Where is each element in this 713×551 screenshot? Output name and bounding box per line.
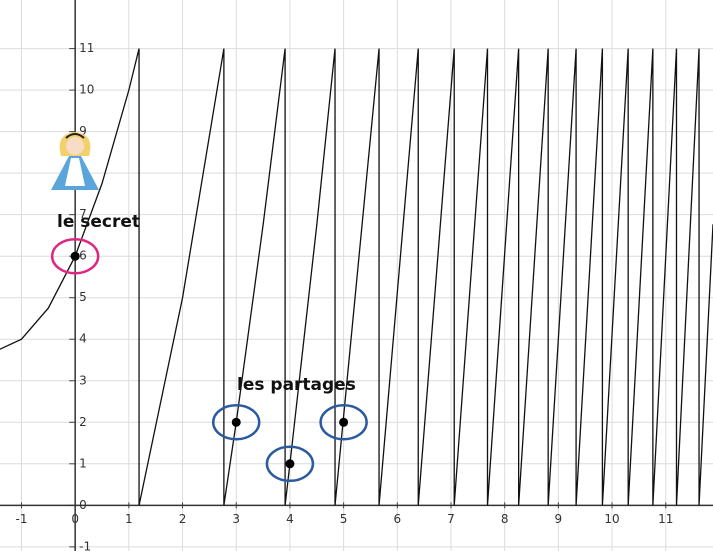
point xyxy=(339,418,348,427)
x-tick-label: 3 xyxy=(232,512,240,526)
point xyxy=(285,459,294,468)
y-tick-label: 10 xyxy=(79,83,94,97)
y-tick-label: 11 xyxy=(79,41,94,55)
y-tick-label: 4 xyxy=(79,332,87,346)
x-tick-label: 2 xyxy=(179,512,187,526)
y-tick-label: 2 xyxy=(79,415,87,429)
x-tick-label: 8 xyxy=(501,512,509,526)
x-tick-label: 9 xyxy=(555,512,563,526)
x-tick-label: 7 xyxy=(447,512,455,526)
x-tick-label: -1 xyxy=(15,512,27,526)
y-tick-label: -1 xyxy=(79,539,91,551)
point xyxy=(232,418,241,427)
x-tick-label: 6 xyxy=(393,512,401,526)
y-tick-label: 6 xyxy=(79,249,87,263)
annotation: les partages xyxy=(237,375,356,395)
y-tick-label: 5 xyxy=(79,290,87,304)
x-tick-label: 1 xyxy=(125,512,133,526)
x-tick-label: 10 xyxy=(604,512,619,526)
x-tick-label: 4 xyxy=(286,512,294,526)
annotation: le secret xyxy=(57,212,140,232)
chart: -101234567891011-101234567891011 le secr… xyxy=(0,0,713,551)
plot: -101234567891011-101234567891011 xyxy=(0,0,713,551)
alice-figure xyxy=(51,132,99,198)
y-tick-label: 3 xyxy=(79,373,87,387)
y-tick-label: 1 xyxy=(79,456,87,470)
x-tick-label: 11 xyxy=(658,512,673,526)
x-tick-label: 5 xyxy=(340,512,348,526)
point xyxy=(71,252,80,261)
